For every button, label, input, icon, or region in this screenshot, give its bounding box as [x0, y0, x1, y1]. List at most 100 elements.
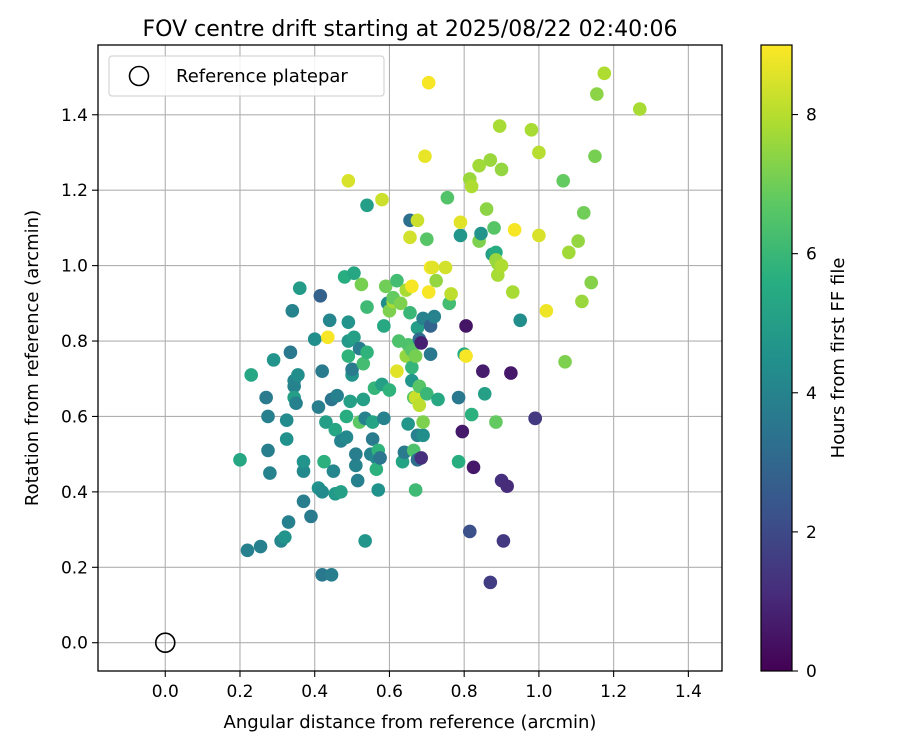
data-point — [483, 575, 498, 590]
data-point — [464, 407, 479, 422]
data-points — [233, 66, 647, 590]
data-point — [487, 221, 501, 235]
data-point — [453, 215, 468, 230]
data-point — [504, 366, 518, 380]
data-point — [330, 388, 344, 403]
data-point — [378, 279, 393, 294]
data-point — [558, 354, 572, 369]
x-tick-label: 0.4 — [301, 682, 328, 702]
y-tick-label: 1.4 — [61, 106, 88, 126]
data-point — [328, 422, 343, 437]
legend-label: Reference platepar — [176, 66, 348, 87]
data-point — [451, 390, 466, 405]
x-tick-label: 0.6 — [376, 682, 403, 702]
data-point — [279, 413, 294, 428]
data-point — [576, 206, 591, 220]
colorbar: 0 2 4 6 8 Hours from first FF file — [760, 44, 849, 682]
data-point — [313, 288, 328, 303]
plot-frame — [97, 44, 723, 672]
data-point — [319, 415, 333, 429]
data-point — [425, 260, 440, 275]
colorbar-tick-label: 4 — [806, 384, 817, 404]
data-point — [377, 411, 391, 426]
data-point — [365, 432, 380, 446]
data-point — [244, 368, 258, 382]
data-point — [496, 534, 511, 548]
data-point — [322, 313, 337, 328]
colorbar-tick-label: 6 — [806, 245, 817, 265]
data-point — [365, 415, 380, 429]
data-point — [339, 409, 354, 424]
data-point — [259, 390, 273, 405]
data-point — [431, 392, 445, 407]
data-point — [315, 568, 329, 582]
data-point — [285, 304, 300, 318]
data-point — [393, 296, 408, 311]
data-point — [291, 368, 305, 382]
data-point — [416, 415, 430, 429]
data-point — [440, 190, 455, 205]
y-tick-label: 0.6 — [61, 407, 88, 427]
data-point — [261, 443, 275, 458]
data-point — [281, 515, 296, 529]
data-point — [507, 222, 522, 237]
data-point — [459, 319, 473, 333]
data-point — [341, 349, 356, 363]
data-point — [343, 394, 358, 409]
data-point — [451, 454, 466, 469]
data-point — [427, 309, 442, 324]
data-point — [292, 281, 307, 296]
data-point — [315, 364, 329, 378]
data-point — [474, 226, 488, 241]
data-point — [377, 319, 391, 333]
colorbar-label: Hours from first FF file — [828, 258, 849, 459]
y-tick-label: 0.2 — [61, 558, 88, 578]
colorbar-tick-label: 2 — [806, 523, 817, 543]
data-point — [438, 260, 453, 275]
data-point — [358, 534, 372, 548]
x-tick-label: 0.2 — [226, 682, 253, 702]
legend: Reference platepar — [108, 55, 385, 97]
data-point — [590, 87, 604, 101]
data-point — [341, 173, 356, 188]
data-point — [562, 245, 576, 260]
data-point — [500, 479, 514, 494]
data-point — [405, 360, 419, 375]
data-point — [408, 349, 423, 363]
data-point — [240, 543, 255, 558]
y-tick-label: 0.4 — [61, 483, 88, 503]
data-point — [597, 66, 612, 81]
data-point — [347, 266, 361, 280]
x-tick-label: 1.4 — [675, 682, 702, 702]
data-point — [524, 123, 539, 137]
data-point — [489, 415, 503, 429]
data-point — [339, 430, 354, 444]
data-point — [513, 313, 528, 328]
data-point — [416, 428, 430, 443]
data-point — [360, 198, 374, 213]
data-point — [532, 228, 546, 243]
legend-box — [108, 55, 385, 97]
data-point — [405, 279, 419, 294]
data-point — [261, 409, 275, 424]
data-point — [453, 228, 468, 243]
data-point — [356, 392, 371, 407]
data-point — [296, 464, 311, 478]
data-point — [253, 539, 268, 554]
data-point — [588, 149, 602, 164]
data-point — [349, 447, 363, 461]
data-point — [390, 273, 404, 288]
data-point — [505, 285, 520, 299]
data-point — [421, 75, 436, 90]
data-point — [382, 383, 397, 397]
data-point — [466, 460, 481, 475]
y-tick-label: 1.0 — [61, 257, 88, 277]
y-tick-label: 0.8 — [61, 332, 88, 352]
data-point — [263, 466, 277, 480]
data-point — [420, 232, 434, 247]
data-point — [279, 432, 294, 446]
x-axis: 0.0 0.2 0.4 0.6 0.8 1.0 1.2 1.4 — [152, 671, 702, 702]
data-point — [334, 485, 348, 499]
data-point — [412, 398, 427, 412]
